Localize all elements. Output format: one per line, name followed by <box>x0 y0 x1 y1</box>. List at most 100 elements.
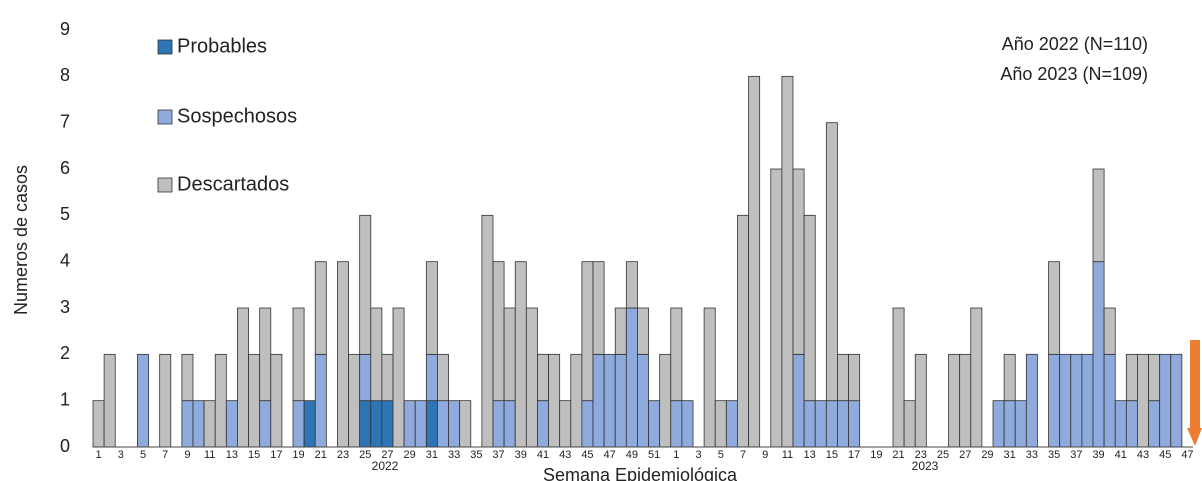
bar-segment <box>592 353 605 448</box>
x-tick-label: 1 <box>673 449 679 461</box>
bar-segment <box>425 400 438 448</box>
bar-segment <box>714 400 727 448</box>
bar-segment <box>1048 353 1061 448</box>
bar-segment <box>914 353 927 448</box>
bar-segment <box>381 353 394 402</box>
bar-segment <box>681 400 694 448</box>
x-tick-label: 11 <box>204 449 215 461</box>
x-tick-label: 1 <box>95 449 101 461</box>
x-tick-label: 27 <box>381 449 393 461</box>
bar-segment <box>492 400 505 448</box>
bar-segment <box>725 400 738 448</box>
bar-segment <box>1114 400 1127 448</box>
bar-segment <box>670 307 683 402</box>
bar-segment <box>659 353 672 448</box>
bar-segment <box>792 353 805 448</box>
x-tick-label: 35 <box>1048 449 1060 461</box>
annotation: Año 2022 (N=110) <box>1002 34 1148 54</box>
x-tick-label: 25 <box>359 449 371 461</box>
bar-segment <box>581 400 594 448</box>
bar-segment <box>1092 261 1105 448</box>
legend-swatch <box>157 177 173 193</box>
bar-segment <box>1125 400 1138 448</box>
x-tick-label: 29 <box>981 449 993 461</box>
bar-segment <box>525 307 538 448</box>
x-tick-label: 21 <box>892 449 904 461</box>
x-tick-label: 9 <box>762 449 768 461</box>
legend-label: Sospechosos <box>177 105 297 127</box>
x-tick-label: 17 <box>270 449 282 461</box>
x-axis-label: Semana Epidemiológica <box>543 465 738 481</box>
bar-segment <box>837 400 849 448</box>
x-tick-label: 19 <box>292 449 304 461</box>
bar-segment <box>181 353 194 402</box>
bar-segment <box>748 75 761 448</box>
bar-segment <box>537 400 549 448</box>
x-tick-label: 5 <box>718 449 724 461</box>
x-tick-label: 43 <box>1137 449 1149 461</box>
x-tick-label: 33 <box>448 449 460 461</box>
x-tick-label: 45 <box>581 449 593 461</box>
bar-segment <box>781 75 794 448</box>
bar-segment <box>248 353 261 448</box>
x-tick-label: 33 <box>1026 449 1038 461</box>
bar-segment <box>625 307 638 448</box>
bar-segment <box>314 261 327 355</box>
y-tick-label: 6 <box>60 158 70 178</box>
x-tick-label: 25 <box>937 449 949 461</box>
bar-segment <box>581 261 594 402</box>
x-tick-label: 37 <box>1070 449 1082 461</box>
bar-segment <box>703 307 716 448</box>
bar-segment <box>359 214 372 355</box>
bar-segment <box>359 353 372 402</box>
bar-segment <box>848 400 861 448</box>
bar-segment <box>592 261 605 355</box>
bar-segment <box>1170 353 1183 448</box>
bar-segment <box>381 400 394 448</box>
bar-segment <box>770 168 783 448</box>
y-tick-label: 8 <box>60 65 70 85</box>
x-tick-label: 51 <box>648 449 660 461</box>
bar-segment <box>425 261 438 355</box>
bar-segment <box>892 307 905 448</box>
bar-segment <box>292 307 305 402</box>
bar-segment <box>614 307 627 355</box>
bar-segment <box>181 400 194 448</box>
x-tick-label: 19 <box>870 449 882 461</box>
x-tick-label: 27 <box>959 449 971 461</box>
bar-segment <box>303 400 316 448</box>
bar-segment <box>214 353 227 448</box>
x-tick-label: 29 <box>404 449 416 461</box>
bar-segment <box>1103 307 1116 355</box>
legend-swatch <box>157 109 173 125</box>
y-tick-label: 9 <box>60 19 70 39</box>
bar-segment <box>1003 400 1016 448</box>
x-tick-label: 45 <box>1159 449 1171 461</box>
bar-segment <box>570 353 583 448</box>
y-tick-label: 3 <box>60 297 70 317</box>
bar-segment <box>948 353 961 448</box>
bar-segment <box>225 400 238 448</box>
bar-segment <box>392 307 405 448</box>
x-tick-label: 35 <box>470 449 482 461</box>
x-tick-label: 43 <box>559 449 571 461</box>
x-tick-label: 3 <box>118 449 124 461</box>
bar-segment <box>103 353 116 448</box>
bar-segment <box>970 307 983 448</box>
x-tick-label: 7 <box>740 449 746 461</box>
x-tick-label: 5 <box>140 449 146 461</box>
x-tick-label: 11 <box>782 449 793 461</box>
bar-segment <box>814 400 827 448</box>
bar-segment <box>448 400 461 448</box>
y-tick-label: 7 <box>60 111 70 131</box>
x-tick-label: 23 <box>915 449 927 461</box>
y-axis-label: Numeros de casos <box>11 165 31 315</box>
bar-segment <box>203 400 216 448</box>
bar-segment <box>359 400 372 448</box>
x-tick-label: 49 <box>626 449 638 461</box>
bar-segment <box>437 353 449 402</box>
x-tick-label: 21 <box>315 449 327 461</box>
x-tick-label: 47 <box>1181 449 1193 461</box>
bar-segment <box>1148 353 1161 402</box>
bar-segment <box>1048 261 1061 355</box>
